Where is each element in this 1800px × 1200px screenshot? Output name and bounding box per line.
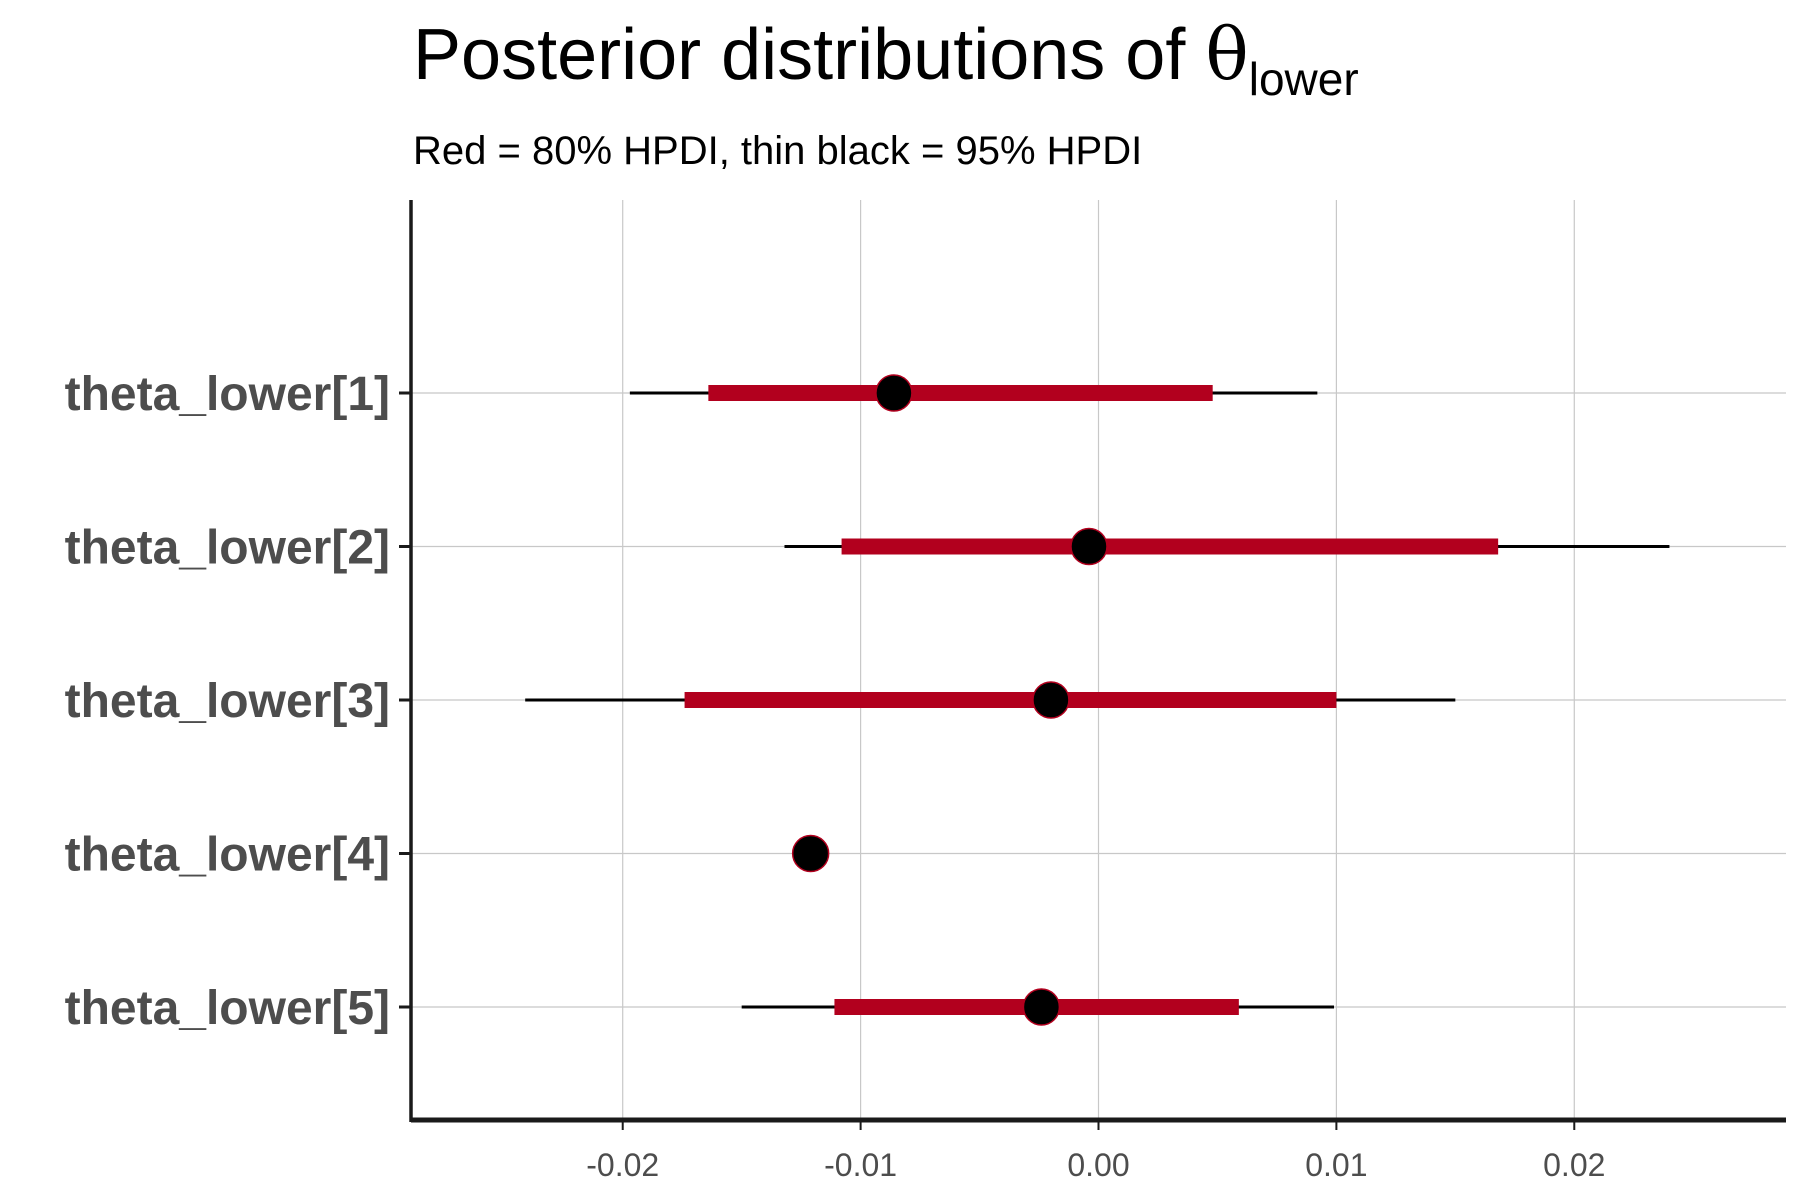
x-tick-label: 0.00 — [1067, 1147, 1129, 1183]
y-tick-label: theta_lower[2] — [65, 522, 390, 575]
grid-lines — [411, 200, 1786, 1120]
interval-row — [784, 527, 1670, 566]
y-tick-label: theta_lower[3] — [65, 675, 390, 728]
chart-subtitle: Red = 80% HPDI, thin black = 95% HPDI — [413, 129, 1142, 173]
y-tick-label: theta_lower[5] — [65, 982, 390, 1035]
interval-row — [629, 374, 1318, 412]
point-estimate — [1070, 527, 1108, 566]
point-estimate — [875, 374, 913, 412]
x-tick-label: 0.02 — [1543, 1147, 1605, 1183]
x-tick-labels: -0.02 -0.01 0.00 0.01 0.02 — [586, 1147, 1605, 1183]
interval-row — [741, 988, 1335, 1026]
x-tick-label: -0.02 — [586, 1147, 659, 1183]
axes — [399, 200, 1786, 1130]
point-estimate — [1032, 681, 1070, 719]
interval-row — [525, 681, 1456, 719]
chart-title: Posterior distributions of θlower — [413, 12, 1359, 105]
x-tick-label: -0.01 — [824, 1147, 897, 1183]
y-tick-label: theta_lower[1] — [65, 368, 390, 421]
theta-symbol: θ — [1205, 12, 1248, 96]
x-tick-label: 0.01 — [1305, 1147, 1367, 1183]
title-subscript: lower — [1249, 53, 1359, 105]
point-estimate — [1022, 988, 1061, 1026]
y-tick-label: theta_lower[4] — [65, 829, 390, 882]
intervals — [525, 374, 1670, 1026]
y-tick-labels: theta_lower[1] theta_lower[2] theta_lower[… — [65, 368, 390, 1035]
interval-row — [791, 834, 830, 873]
point-estimate — [791, 834, 830, 873]
